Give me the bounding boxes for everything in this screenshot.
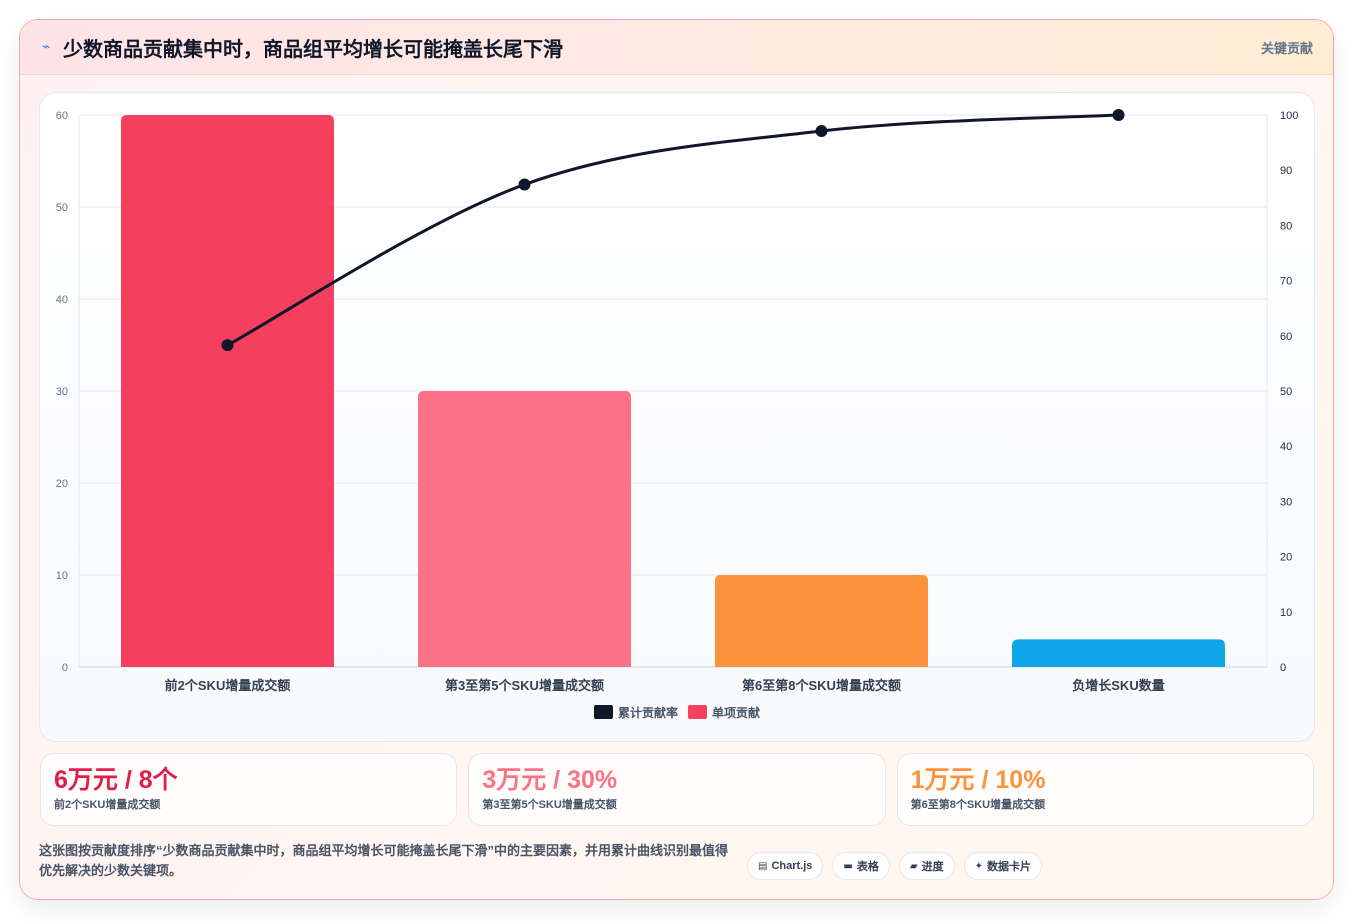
legend-label-cumulative: 累计贡献率 — [617, 705, 678, 720]
y-tick-label: 30 — [56, 386, 68, 398]
feature-pills: ▤ Chart.js ▬ 表格 ▰ 进度 ✦ 数据卡片 — [747, 852, 1042, 880]
bar[interactable] — [1012, 639, 1225, 667]
y2-tick-label: 40 — [1280, 441, 1292, 453]
x-tick-label: 第6至第8个SKU增量成交额 — [742, 678, 901, 693]
legend-item-cumulative[interactable]: 累计贡献率 — [593, 704, 678, 720]
chart-description: 这张图按贡献度排序“少数商品贡献集中时，商品组平均增长可能掩盖长尾下滑”中的主要… — [39, 843, 729, 878]
y2-tick-label: 20 — [1280, 552, 1292, 564]
pill-chartjs: ▤ Chart.js — [747, 852, 824, 880]
legend-label-single: 单项贡献 — [712, 705, 761, 720]
y2-tick-label: 10 — [1280, 607, 1292, 619]
cumulative-point[interactable] — [815, 125, 828, 138]
x-tick-label: 第3至第5个SKU增量成交额 — [445, 678, 604, 693]
progress-icon: ▰ — [909, 860, 918, 872]
x-tick-label: 前2个SKU增量成交额 — [165, 678, 291, 693]
cumulative-point[interactable] — [1112, 109, 1125, 121]
bar[interactable] — [715, 575, 928, 667]
legend-swatch-cumulative — [593, 705, 613, 719]
cumulative-point[interactable] — [221, 339, 234, 352]
stat-label: 第3至第5个SKU增量成交额 — [482, 799, 617, 811]
y-tick-label: 60 — [56, 110, 68, 122]
y2-tick-label: 60 — [1280, 331, 1292, 343]
pill-data-cards: ✦ 数据卡片 — [963, 852, 1042, 880]
y2-tick-label: 80 — [1280, 220, 1292, 232]
y-tick-label: 10 — [56, 570, 68, 582]
stat-card: 6万元 / 8个 前2个SKU增量成交额 — [40, 753, 458, 826]
y2-tick-label: 30 — [1280, 496, 1292, 508]
table-icon: ▬ — [843, 860, 853, 872]
pareto-chart-panel: 0 10 20 30 40 50 60 0 10 20 30 40 50 60 70 80 90 100 前2个SK… — [40, 93, 1314, 741]
y-tick-label: 0 — [62, 662, 68, 674]
sparkle-icon: ✦ — [974, 860, 983, 872]
stat-label: 前2个SKU增量成交额 — [54, 799, 161, 811]
card-header: ⌁ 少数商品贡献集中时，商品组平均增长可能掩盖长尾下滑 关键贡献 — [20, 20, 1333, 75]
chart-legend: 累计贡献率 单项贡献 — [40, 704, 1314, 720]
y2-tick-label: 90 — [1280, 165, 1292, 177]
stat-card: 1万元 / 10% 第6至第8个SKU增量成交额 — [896, 753, 1314, 826]
pill-label: Chart.js — [771, 860, 813, 872]
stat-label: 第6至第8个SKU增量成交额 — [910, 799, 1046, 811]
bar[interactable] — [121, 115, 334, 667]
y2-tick-label: 0 — [1280, 662, 1286, 674]
y-tick-label: 50 — [56, 202, 68, 214]
y2-tick-label: 100 — [1280, 110, 1298, 122]
x-tick-label: 负增长SKU数量 — [1072, 678, 1164, 693]
stat-value: 6万元 / 8个 — [54, 766, 178, 794]
pill-label: 进度 — [921, 861, 944, 873]
y-tick-label: 40 — [56, 294, 68, 306]
y2-tick-label: 50 — [1280, 386, 1292, 398]
stat-cards: 6万元 / 8个 前2个SKU增量成交额 3万元 / 30% 第3至第5个SKU… — [40, 753, 1314, 826]
chart-icon: ▤ — [758, 860, 768, 872]
stat-value: 1万元 / 10% — [910, 766, 1046, 794]
pill-label: 表格 — [856, 861, 879, 873]
stat-value: 3万元 / 30% — [482, 766, 618, 794]
bar[interactable] — [418, 391, 631, 667]
legend-swatch-single — [688, 705, 707, 719]
y-tick-label: 20 — [56, 478, 68, 490]
pill-table: ▬ 表格 — [832, 852, 890, 880]
page-title: 少数商品贡献集中时，商品组平均增长可能掩盖长尾下滑 — [63, 38, 563, 61]
pareto-chart: 0 10 20 30 40 50 60 0 10 20 30 40 50 60 70 80 90 100 前2个SK… — [56, 109, 1298, 693]
stat-card: 3万元 / 30% 第3至第5个SKU增量成交额 — [468, 753, 886, 826]
cumulative-point[interactable] — [518, 178, 531, 191]
y2-tick-label: 70 — [1280, 276, 1292, 288]
lightning-icon: ⌁ — [42, 39, 51, 55]
contribution-card: ⌁ 少数商品贡献集中时，商品组平均增长可能掩盖长尾下滑 关键贡献 0 10 20 30… — [20, 20, 1333, 899]
legend-item-single[interactable]: 单项贡献 — [688, 704, 760, 720]
header-badge: 关键贡献 — [1260, 40, 1313, 56]
pill-label: 数据卡片 — [986, 861, 1031, 873]
pill-progress: ▰ 进度 — [898, 852, 955, 880]
cumulative-line — [226, 113, 1120, 347]
